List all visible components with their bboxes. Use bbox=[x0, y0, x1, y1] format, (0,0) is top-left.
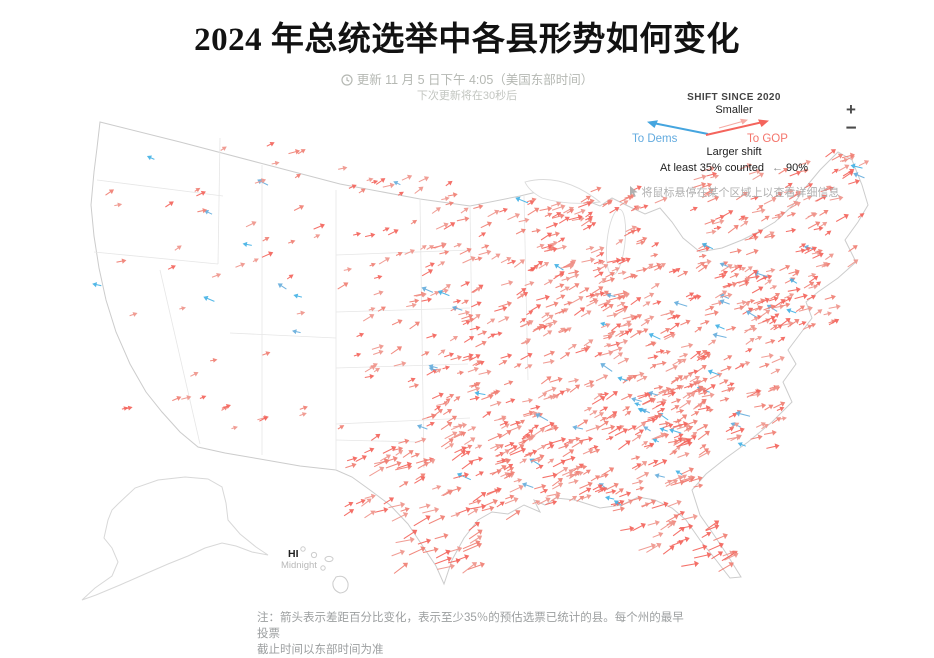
us-outline bbox=[90, 121, 869, 586]
legend-heading: SHIFT SINCE 2020 bbox=[687, 92, 781, 103]
legend-smaller-label: Smaller bbox=[715, 104, 753, 116]
legend-counted-value: 90% bbox=[785, 162, 808, 174]
page-title: 2024 年总统选举中各县形势如何变化 bbox=[194, 22, 740, 58]
alaska-outline bbox=[81, 476, 269, 601]
hover-hint-text: 将鼠标悬停在某个区域上以查看详细信息 bbox=[641, 187, 840, 199]
shift-arrows-layer bbox=[92, 141, 870, 574]
next-update-text: 下次更新将在30秒后 bbox=[416, 90, 518, 102]
clock-icon bbox=[341, 74, 353, 89]
zoom-in-button[interactable]: + bbox=[846, 100, 856, 119]
footnote: 注：箭头表示差距百分比变化，表示至少35％的预估选票已统计的县。每个州的最早投票… bbox=[257, 610, 693, 658]
great-lakes-layer bbox=[524, 179, 627, 276]
update-timestamp: 更新 11 月 5 日下午 4:05（美国东部时间） bbox=[0, 69, 934, 89]
legend-arrows-graphic bbox=[647, 118, 769, 136]
legend-counted-label: At least 35% counted bbox=[660, 162, 764, 174]
legend-dem-arrow-icon bbox=[647, 120, 709, 135]
update-text: 更新 11 月 5 日下午 4:05（美国东部时间） bbox=[356, 73, 594, 87]
hawaii-label: HI bbox=[288, 548, 299, 560]
map-legend: SHIFT SINCE 2020 Smaller To Dems To GOP bbox=[616, 92, 852, 202]
legend-to-gop-label: To GOP bbox=[747, 133, 788, 145]
legend-to-dems-label: To Dems bbox=[632, 133, 678, 145]
footnote-line2: 截止时间以东部时间为准 bbox=[257, 644, 384, 656]
state-borders-layer bbox=[93, 137, 529, 470]
zoom-out-button[interactable]: − bbox=[845, 118, 857, 139]
legend-larger-label: Larger shift bbox=[706, 146, 762, 158]
map-container[interactable] bbox=[0, 0, 934, 642]
footnote-line1: 注：箭头表示差距百分比变化，表示至少35％的预估选票已统计的县。每个州的最早投票 bbox=[257, 612, 684, 640]
legend-counted-row: At least 35% counted ← 90% bbox=[616, 162, 852, 174]
cursor-icon bbox=[629, 186, 639, 202]
hawaii-islands bbox=[300, 546, 349, 594]
legend-small-gop-arrow-icon bbox=[718, 118, 748, 129]
left-arrow-icon: ← bbox=[771, 162, 783, 174]
legend-arrow-row: To Dems To GOP bbox=[616, 117, 852, 145]
us-map[interactable] bbox=[0, 0, 934, 642]
hawaii-sublabel: Midnight bbox=[281, 560, 317, 571]
hover-hint: 将鼠标悬停在某个区域上以查看详细信息 bbox=[622, 186, 846, 202]
legend-gop-arrow-icon bbox=[705, 119, 769, 136]
